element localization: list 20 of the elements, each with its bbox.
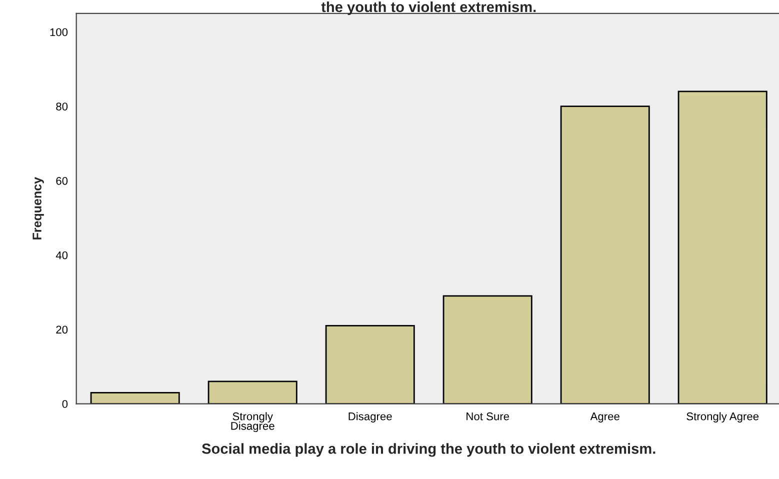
y-tick-label: 60: [56, 176, 68, 185]
x-tick-label: Strongly Disagree: [231, 412, 274, 432]
y-tick-label: 40: [56, 251, 68, 260]
bar: [678, 90, 768, 404]
bar: [325, 325, 415, 404]
bar: [208, 380, 298, 404]
x-tick-label: Not Sure: [466, 412, 510, 420]
y-tick-label: 20: [56, 326, 68, 334]
x-tick-label: Strongly Agree: [686, 412, 759, 422]
bar: [560, 106, 650, 404]
y-axis-title: Frequency: [32, 177, 44, 240]
bar: [442, 295, 532, 404]
chart-title: the youth to violent extremism.: [321, 1, 536, 16]
y-tick-label: 100: [50, 28, 68, 36]
x-axis-title: Social media play a role in driving the youth to violent extremism.: [202, 443, 656, 457]
y-tick-label: 80: [56, 102, 68, 110]
bar: [90, 392, 180, 404]
y-tick-label: 0: [62, 400, 68, 408]
x-tick-label: Agree: [590, 412, 620, 422]
x-tick-label: Disagree: [348, 412, 392, 422]
